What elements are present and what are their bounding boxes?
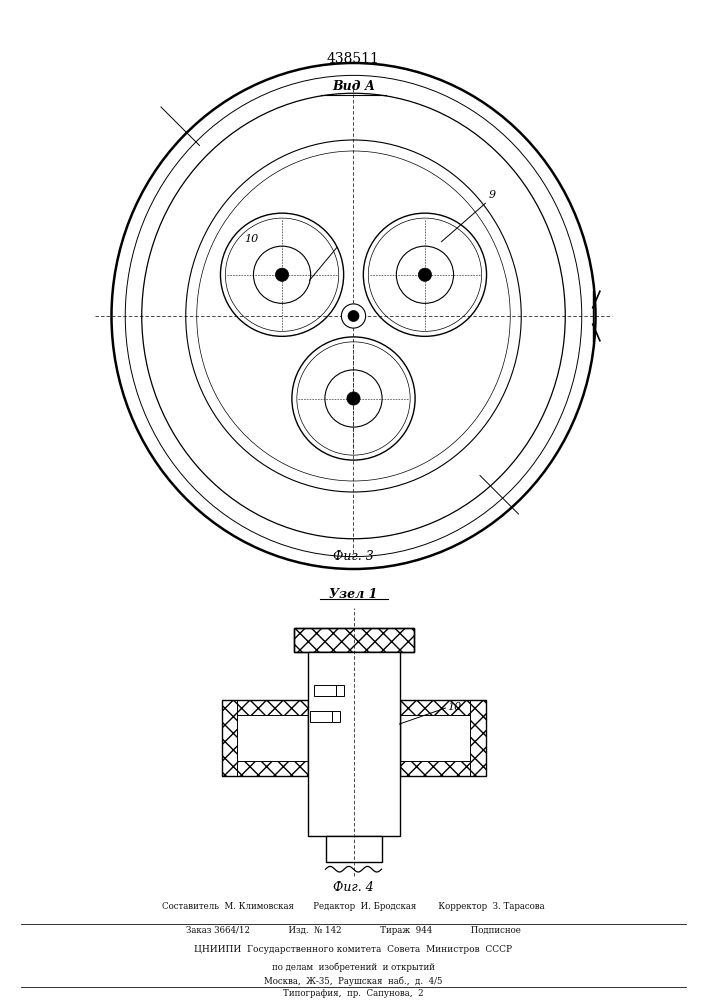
Text: 9: 9 [489,190,496,200]
Bar [325,836,382,862]
Bar [221,700,237,776]
Circle shape [347,392,360,405]
Text: Заказ 3664/12              Изд.  № 142              Тираж  944              Подп: Заказ 3664/12 Изд. № 142 Тираж 944 Подп [186,926,521,935]
Bar [310,711,332,722]
Bar [293,628,414,652]
Text: 438511: 438511 [327,52,380,66]
Bar [221,700,308,776]
Circle shape [341,304,366,328]
Bar [237,715,308,761]
Circle shape [419,268,431,281]
Bar [237,761,308,776]
Bar [470,700,486,776]
Text: Москва,  Ж-35,  Раушская  наб.,  д.  4/5: Москва, Ж-35, Раушская наб., д. 4/5 [264,976,443,986]
Bar [336,685,344,696]
Bar [237,700,308,715]
Text: Фиг. 4: Фиг. 4 [333,881,374,894]
Circle shape [348,310,359,322]
Bar [313,685,336,696]
Text: Фиг. 3: Фиг. 3 [333,550,374,564]
Bar [332,711,340,722]
Text: 10: 10 [245,234,259,244]
Bar [399,700,470,715]
Bar [399,715,470,761]
Bar [399,700,486,776]
Text: Составитель  М. Климовская       Редактор  И. Бродская        Корректор  З. Тара: Составитель М. Климовская Редактор И. Бр… [162,902,545,911]
Circle shape [276,268,288,281]
Bar [293,628,414,652]
Text: ЦНИИПИ  Государственного комитета  Совета  Министров  СССР: ЦНИИПИ Государственного комитета Совета … [194,945,513,954]
Bar [308,652,399,836]
Text: 10: 10 [448,702,462,712]
Text: Вид А: Вид А [332,80,375,93]
Text: по делам  изобретений  и открытий: по делам изобретений и открытий [272,962,435,972]
Text: Типография,  пр.  Сапунова,  2: Типография, пр. Сапунова, 2 [284,989,423,998]
Text: Узел 1: Узел 1 [329,588,378,601]
Bar [399,761,470,776]
